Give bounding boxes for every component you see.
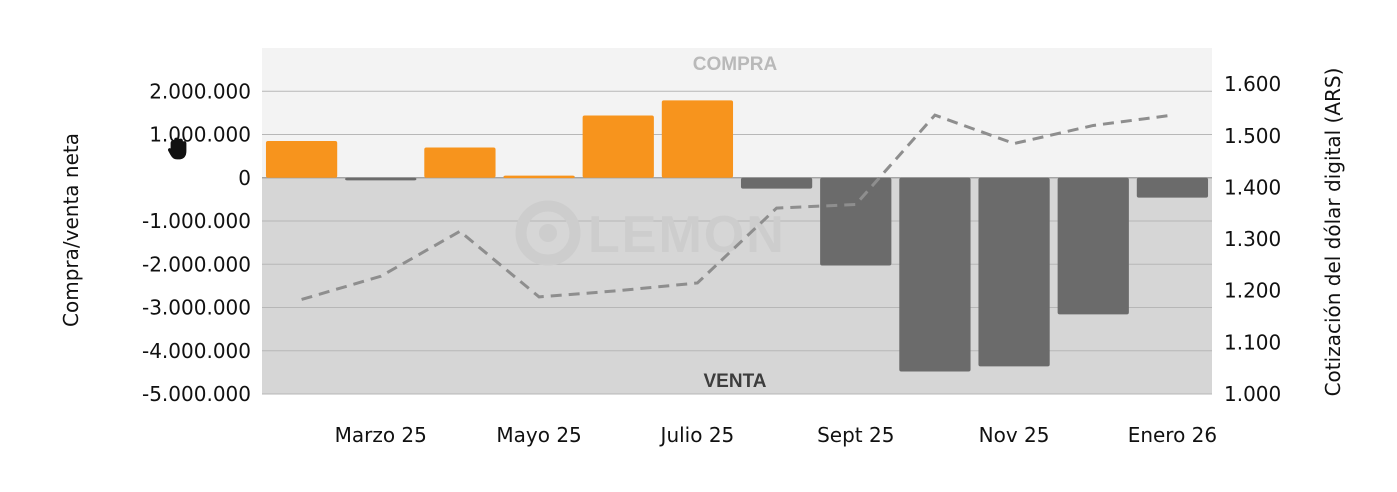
right-axis-title: Cotización del dólar digital (ARS) (1321, 68, 1345, 397)
watermark-text: LEMON (588, 206, 786, 264)
x-tick-label: Mayo 25 (496, 423, 581, 447)
right-tick-label: 1.600 (1224, 72, 1281, 96)
bar-dic-25 (1057, 177, 1129, 315)
left-tick-label: 0 (238, 166, 251, 190)
right-tick-label: 1.300 (1224, 227, 1281, 251)
x-axis-ticks: Marzo 25 Mayo 25 Julio 25 Sept 25 Nov 25 Ener… (335, 423, 1218, 447)
bar-oct-25 (899, 177, 971, 372)
left-tick-label: 1.000.000 (149, 123, 251, 147)
bar-marzo-25 (345, 177, 417, 181)
left-tick-label: 2.000.000 (149, 79, 251, 103)
bar-abr-25 (424, 147, 496, 178)
zone-venta-background (262, 177, 1212, 394)
watermark-logo-icon (515, 200, 581, 266)
left-axis-title: Compra/venta neta (59, 133, 83, 327)
right-tick-label: 1.100 (1224, 330, 1281, 354)
zone-label-venta: VENTA (704, 371, 767, 392)
bar-ago-25 (740, 177, 813, 189)
right-axis-ticks: 1.600 1.500 1.400 1.300 1.200 1.100 1.000 (1224, 72, 1281, 406)
right-tick-label: 1.000 (1224, 382, 1281, 406)
exchange-rate-line (301, 113, 1173, 301)
watermark-logo: LEMON (515, 200, 786, 266)
right-tick-label: 1.200 (1224, 279, 1281, 303)
gridlines (262, 90, 1212, 395)
right-tick-label: 1.500 (1224, 124, 1281, 148)
zone-label-compra: COMPRA (693, 54, 778, 75)
bar-julio-25 (661, 100, 734, 178)
hand-cursor-icon (167, 137, 187, 160)
x-tick-label: Julio 25 (659, 423, 735, 447)
zone-compra-background (262, 48, 1212, 178)
bar-nov-25 (978, 177, 1050, 367)
left-tick-label: -5.000.000 (142, 382, 251, 406)
watermark-logo-icon-inner (539, 224, 557, 242)
bar-jun-25 (582, 115, 654, 178)
bar-sept-25 (820, 177, 892, 266)
bar-enero-26 (1136, 177, 1209, 198)
x-tick-label: Nov 25 (979, 423, 1050, 447)
right-tick-label: 1.400 (1224, 175, 1281, 199)
left-tick-label: -2.000.000 (142, 252, 251, 276)
left-tick-label: -4.000.000 (142, 339, 251, 363)
x-tick-label: Enero 26 (1128, 423, 1217, 447)
left-tick-label: -1.000.000 (142, 209, 251, 233)
bar-series (265, 100, 1209, 372)
x-tick-label: Marzo 25 (335, 423, 427, 447)
x-tick-label: Sept 25 (817, 423, 894, 447)
left-axis-ticks: 2.000.000 1.000.000 0 -1.000.000 -2.000.000 -… (142, 79, 251, 406)
left-tick-label: -3.000.000 (142, 296, 251, 320)
bar-mayo-25 (503, 175, 575, 179)
bar-feb-25 (265, 140, 338, 178)
